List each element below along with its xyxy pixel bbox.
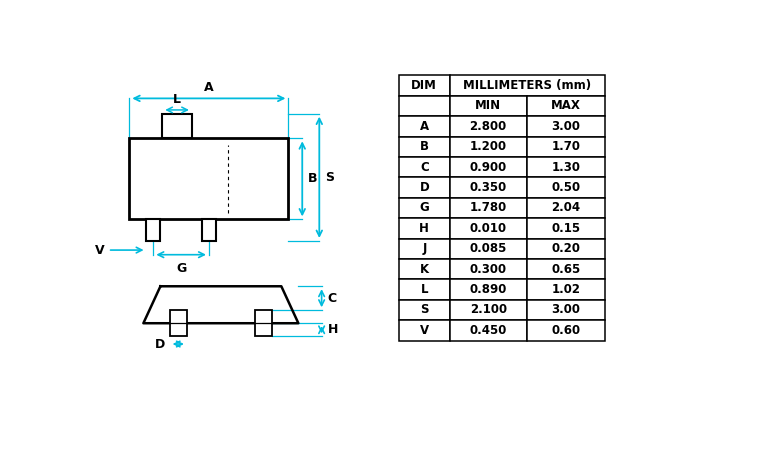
Text: L: L xyxy=(173,93,181,106)
Text: 1.30: 1.30 xyxy=(551,161,580,174)
Text: D: D xyxy=(419,181,429,194)
Text: G: G xyxy=(176,262,186,275)
Text: 1.780: 1.780 xyxy=(470,201,507,214)
Bar xyxy=(449,279,527,300)
Bar xyxy=(527,218,604,239)
Bar xyxy=(399,75,449,96)
Bar xyxy=(399,239,449,259)
Text: 2.04: 2.04 xyxy=(551,201,580,214)
Bar xyxy=(449,75,604,96)
Bar xyxy=(527,300,604,320)
Bar xyxy=(399,177,449,198)
Text: 0.350: 0.350 xyxy=(470,181,507,194)
Text: 0.010: 0.010 xyxy=(470,222,507,235)
Text: 1.200: 1.200 xyxy=(470,140,507,153)
Bar xyxy=(170,310,187,336)
Text: V: V xyxy=(420,324,429,337)
Text: A: A xyxy=(204,81,214,94)
Bar xyxy=(527,96,604,116)
Text: 0.15: 0.15 xyxy=(551,222,580,235)
Text: 0.900: 0.900 xyxy=(470,161,507,174)
Bar xyxy=(399,96,449,116)
Text: L: L xyxy=(421,283,428,296)
Bar xyxy=(399,218,449,239)
Text: 2.100: 2.100 xyxy=(470,304,507,317)
Text: 1.70: 1.70 xyxy=(551,140,580,153)
Text: 3.00: 3.00 xyxy=(551,304,580,317)
Bar xyxy=(449,320,527,340)
Bar xyxy=(399,320,449,340)
Bar xyxy=(449,239,527,259)
Bar xyxy=(449,96,527,116)
Text: 0.20: 0.20 xyxy=(551,242,580,255)
Bar xyxy=(399,157,449,177)
Bar xyxy=(527,136,604,157)
Text: H: H xyxy=(328,323,338,336)
Text: B: B xyxy=(308,172,317,185)
Text: 0.50: 0.50 xyxy=(551,181,580,194)
Bar xyxy=(399,279,449,300)
Text: S: S xyxy=(420,304,429,317)
Text: C: C xyxy=(328,292,337,304)
Bar xyxy=(202,219,215,241)
Text: J: J xyxy=(422,242,426,255)
Text: S: S xyxy=(325,171,334,184)
Bar xyxy=(449,259,527,279)
Text: B: B xyxy=(420,140,429,153)
Bar xyxy=(399,198,449,218)
Bar xyxy=(449,116,527,136)
Text: MIN: MIN xyxy=(475,99,501,113)
Bar xyxy=(163,114,192,138)
Text: A: A xyxy=(420,120,429,133)
Text: DIM: DIM xyxy=(412,79,437,92)
Bar xyxy=(399,300,449,320)
Text: 1.02: 1.02 xyxy=(551,283,580,296)
Text: 0.890: 0.890 xyxy=(470,283,507,296)
Text: V: V xyxy=(95,244,105,256)
Bar xyxy=(527,177,604,198)
Bar xyxy=(449,300,527,320)
Bar xyxy=(255,310,272,336)
Bar xyxy=(399,116,449,136)
Bar xyxy=(449,218,527,239)
Text: 0.300: 0.300 xyxy=(470,262,507,276)
Text: D: D xyxy=(155,338,165,351)
Bar xyxy=(449,198,527,218)
Text: 0.085: 0.085 xyxy=(470,242,507,255)
Text: 2.800: 2.800 xyxy=(470,120,507,133)
Bar xyxy=(449,177,527,198)
Bar xyxy=(129,138,288,219)
Bar xyxy=(527,239,604,259)
Bar xyxy=(527,198,604,218)
Bar xyxy=(449,136,527,157)
Text: K: K xyxy=(420,262,429,276)
Text: 0.450: 0.450 xyxy=(470,324,507,337)
Bar xyxy=(527,279,604,300)
Bar xyxy=(527,259,604,279)
Text: 0.65: 0.65 xyxy=(551,262,580,276)
Text: H: H xyxy=(419,222,429,235)
Bar xyxy=(399,136,449,157)
Bar xyxy=(146,219,160,241)
Bar xyxy=(527,116,604,136)
Bar xyxy=(527,157,604,177)
Text: 3.00: 3.00 xyxy=(551,120,580,133)
Bar xyxy=(449,157,527,177)
Text: MILLIMETERS (mm): MILLIMETERS (mm) xyxy=(463,79,591,92)
Bar xyxy=(527,320,604,340)
Polygon shape xyxy=(143,286,298,323)
Text: G: G xyxy=(419,201,429,214)
Text: MAX: MAX xyxy=(551,99,580,113)
Text: C: C xyxy=(420,161,429,174)
Text: 0.60: 0.60 xyxy=(551,324,580,337)
Bar xyxy=(399,259,449,279)
